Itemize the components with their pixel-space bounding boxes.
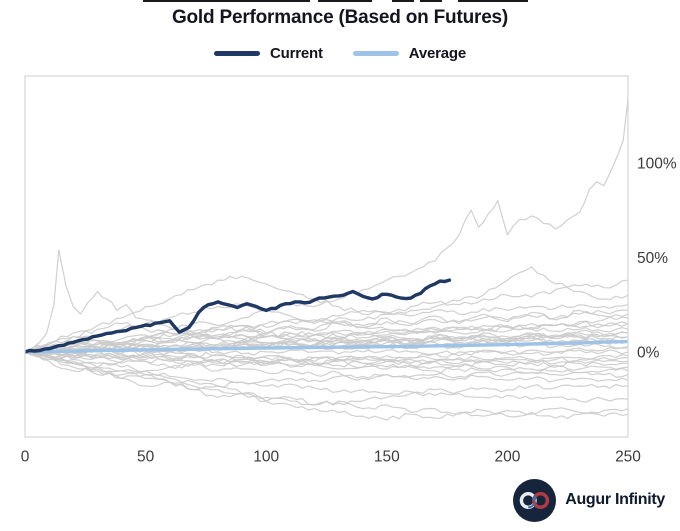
top-crop-artifact-segment bbox=[420, 0, 442, 2]
average-line-swatch bbox=[352, 51, 399, 56]
legend-item-current: Current bbox=[213, 45, 323, 62]
current-series-line bbox=[25, 278, 452, 354]
x-tick-label-0: 0 bbox=[21, 448, 30, 465]
infinity-icon bbox=[513, 478, 557, 522]
x-tick-label-200: 200 bbox=[494, 448, 520, 465]
current-line-swatch bbox=[213, 51, 260, 56]
top-crop-artifact-segment bbox=[458, 0, 528, 2]
historical-series-line bbox=[25, 275, 628, 353]
historical-series-line bbox=[25, 331, 628, 354]
top-crop-artifact-segment bbox=[392, 0, 414, 2]
plot-border bbox=[24, 75, 629, 438]
legend-label-current: Current bbox=[269, 45, 323, 62]
x-tick-label-250: 250 bbox=[615, 448, 641, 465]
historical-series-line bbox=[25, 98, 628, 353]
brand-name: Augur Infinity bbox=[565, 491, 665, 508]
legend-label-average: Average bbox=[408, 45, 467, 62]
average-series-line bbox=[25, 339, 628, 354]
historical-series-line bbox=[25, 279, 628, 353]
x-tick-label-100: 100 bbox=[253, 448, 279, 465]
plot-area bbox=[25, 98, 628, 421]
historical-series-line bbox=[25, 351, 628, 403]
historical-series-line bbox=[25, 350, 628, 419]
historical-series-line bbox=[25, 350, 628, 366]
historical-series-line bbox=[25, 322, 628, 353]
y-tick-label-50: 50% bbox=[637, 250, 668, 267]
legend-item-average: Average bbox=[352, 45, 467, 62]
brand-footer: Augur Infinity bbox=[513, 478, 665, 522]
historical-series-line bbox=[25, 351, 628, 371]
x-tick-label-50: 50 bbox=[137, 448, 155, 465]
chart-title: Gold Performance (Based on Futures) bbox=[171, 7, 509, 28]
historical-series-line bbox=[25, 351, 628, 383]
y-tick-label-0: 0% bbox=[637, 344, 660, 361]
y-tick-label-100: 100% bbox=[637, 155, 677, 172]
historical-series-line bbox=[25, 335, 628, 364]
top-crop-artifact-segment bbox=[143, 0, 310, 2]
historical-series-line bbox=[25, 351, 628, 388]
top-crop-artifact-segment bbox=[318, 0, 372, 2]
historical-series-line bbox=[25, 327, 628, 354]
x-tick-label-150: 150 bbox=[374, 448, 400, 465]
chart-legend: Current Average bbox=[0, 45, 680, 62]
